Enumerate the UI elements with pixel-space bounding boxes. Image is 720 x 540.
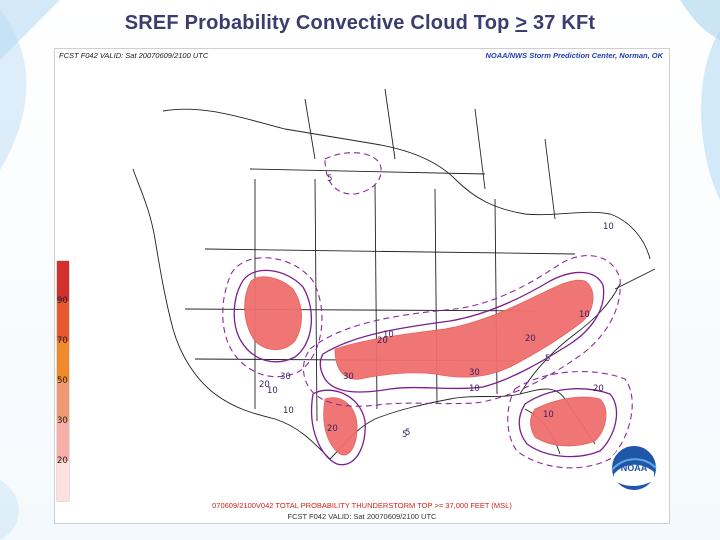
contour-label: 20 [377, 336, 388, 346]
probability-contours [233, 269, 618, 466]
contour-label: 5 [545, 354, 550, 364]
contour-label: 5 [327, 174, 332, 184]
contour-label: 10 [383, 330, 394, 340]
contour-label: 10 [543, 410, 554, 420]
slide-title: SREF Probability Convective Cloud Top > … [124, 12, 596, 34]
map-footer-valid: FCST F042 VALID: Sat 20070609/2100 UTC [287, 512, 437, 521]
low-probability-contours [222, 152, 633, 469]
contour-label: 10 [469, 384, 480, 394]
contour-label: 20 [525, 334, 536, 344]
noaa-logo-label: NOAA [621, 463, 648, 473]
forecast-map: FCST F042 VALID: Sat 20070609/2100 UTC N… [54, 48, 670, 524]
contour-label: 10 [579, 310, 590, 320]
scale-label: 50 [57, 376, 68, 386]
probability-fill [244, 276, 607, 456]
contour-label: 10 [603, 222, 614, 232]
scale-label: 20 [57, 456, 68, 466]
probability-color-scale [56, 260, 70, 502]
contour-label: 30 [469, 368, 480, 378]
contour-labels: 5 10 10 20 30 20 30 10 10 5 30 20 10 5 2… [259, 174, 614, 440]
contour-label: 20 [593, 384, 604, 394]
scale-label: 30 [57, 416, 68, 426]
noaa-logo: NOAA [610, 444, 658, 492]
map-valid-time: FCST F042 VALID: Sat 20070609/2100 UTC [59, 51, 209, 60]
contour-label: 5 [402, 430, 407, 440]
map-footer-product: 070609/2100V042 TOTAL PROBABILITY THUNDE… [212, 501, 512, 510]
contour-label: 10 [283, 406, 294, 416]
contour-label: 20 [327, 424, 338, 434]
contour-label: 30 [343, 372, 354, 382]
scale-label: 70 [57, 336, 68, 346]
map-canvas: 5 10 10 20 30 20 30 10 10 5 30 20 10 5 2… [56, 88, 658, 502]
contour-label: 10 [267, 386, 278, 396]
scale-label: 90 [57, 296, 68, 306]
map-source: NOAA/NWS Storm Prediction Center, Norman… [485, 51, 663, 60]
contour-label: 5 [405, 428, 410, 438]
contour-label: 30 [280, 372, 291, 382]
contour-label: 20 [259, 380, 270, 390]
